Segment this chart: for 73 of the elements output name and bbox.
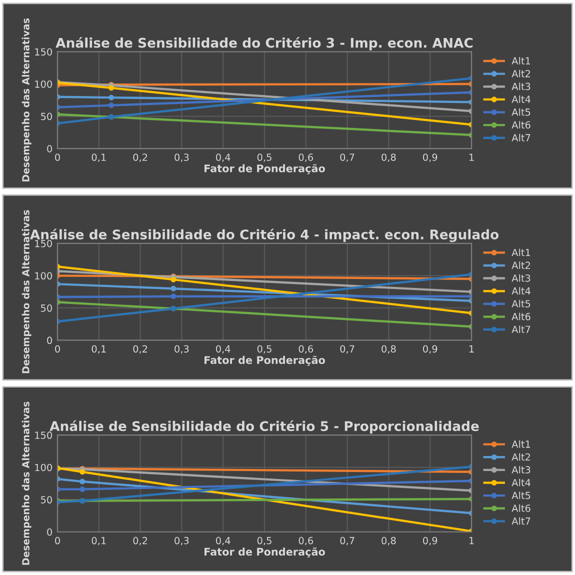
- y-tick-label: 0: [47, 336, 52, 344]
- legend-label: Alt6: [512, 504, 530, 512]
- legend-label: Alt5: [512, 492, 530, 500]
- legend-label: Alt1: [512, 57, 530, 64]
- x-tick-label: 0,3: [174, 536, 189, 546]
- y-axis-title: Desempenho das Alternativas: [22, 18, 32, 182]
- x-tick-label: 0,3: [174, 345, 189, 354]
- legend-label: Alt3: [512, 466, 530, 474]
- x-tick-label: 0,6: [298, 536, 314, 546]
- y-tick-label: 150: [35, 48, 52, 56]
- legend-label: Alt2: [512, 453, 530, 461]
- x-tick-label: 0,1: [92, 345, 106, 354]
- legend-label: Alt7: [512, 326, 530, 333]
- x-tick-label: 0,7: [340, 536, 354, 546]
- legend-label: Alt5: [512, 108, 530, 116]
- y-tick-label: 100: [35, 272, 52, 280]
- legend-label: Alt4: [512, 95, 530, 103]
- legend-label: Alt6: [512, 121, 530, 129]
- chart-title: Análise de Sensibilidade do Critério 3 - Imp. econ. ANAC: [56, 37, 473, 50]
- x-tick-label: 0,4: [216, 154, 230, 162]
- x-tick-label: 1: [469, 154, 474, 161]
- x-axis-title: Fator de Ponderação: [204, 164, 325, 174]
- x-tick-label: 0,1: [92, 536, 106, 546]
- y-tick-label: 100: [35, 80, 52, 88]
- y-axis-title: Desempenho das Alternativas: [22, 210, 32, 374]
- y-tick-label: 150: [35, 240, 52, 248]
- legend-label: Alt4: [512, 287, 530, 294]
- x-tick-label: 0: [55, 536, 60, 544]
- x-tick-label: 1: [469, 345, 474, 352]
- x-tick-label: 0: [55, 345, 60, 353]
- x-tick-label: 0,5: [257, 154, 272, 162]
- legend-label: Alt7: [512, 517, 530, 525]
- x-tick-label: 0,8: [382, 154, 396, 162]
- x-tick-label: 0,2: [133, 536, 148, 546]
- x-tick-label: 0,5: [257, 536, 272, 546]
- legend-label: Alt4: [512, 478, 530, 486]
- y-tick-label: 0: [47, 528, 52, 536]
- x-axis-title: Fator de Ponderação: [204, 547, 325, 558]
- y-tick-label: 100: [35, 464, 52, 472]
- y-tick-label: 50: [41, 112, 52, 120]
- legend-label: Alt2: [512, 70, 530, 78]
- x-tick-label: 0,7: [340, 154, 354, 162]
- legend-label: Alt3: [512, 274, 530, 282]
- x-tick-label: 0,4: [216, 536, 230, 546]
- y-tick-label: 50: [41, 496, 52, 504]
- x-tick-label: 0,1: [92, 154, 106, 162]
- x-tick-label: 0,6: [298, 345, 314, 354]
- legend-label: Alt2: [512, 261, 530, 269]
- y-tick-label: 50: [41, 304, 52, 312]
- x-tick-label: 0,2: [133, 345, 148, 354]
- legend-label: Alt6: [512, 312, 530, 320]
- x-tick-label: 1: [469, 537, 474, 544]
- x-tick-label: 0,6: [298, 154, 314, 162]
- x-tick-label: 0,9: [423, 345, 438, 354]
- x-tick-label: 0,5: [257, 345, 272, 354]
- x-tick-label: 0,9: [423, 536, 438, 546]
- x-tick-label: 0,8: [382, 536, 396, 546]
- y-axis-title: Desempenho das Alternativas: [22, 402, 32, 565]
- x-tick-label: 0,3: [174, 154, 189, 162]
- x-axis-title: Fator de Ponderação: [204, 356, 325, 366]
- y-tick-label: 0: [47, 145, 52, 152]
- x-tick-label: 0,7: [340, 345, 354, 354]
- x-tick-label: 0,4: [216, 345, 230, 354]
- legend-label: Alt7: [512, 134, 530, 142]
- x-tick-label: 0: [55, 154, 60, 161]
- legend-label: Alt1: [512, 248, 530, 256]
- x-tick-label: 0,9: [423, 154, 438, 162]
- legend-label: Alt1: [512, 440, 530, 448]
- x-tick-label: 0,8: [382, 345, 396, 354]
- y-tick-label: 150: [35, 432, 52, 439]
- legend-label: Alt3: [512, 82, 530, 90]
- x-tick-label: 0,2: [133, 154, 148, 162]
- legend-label: Alt5: [512, 300, 530, 308]
